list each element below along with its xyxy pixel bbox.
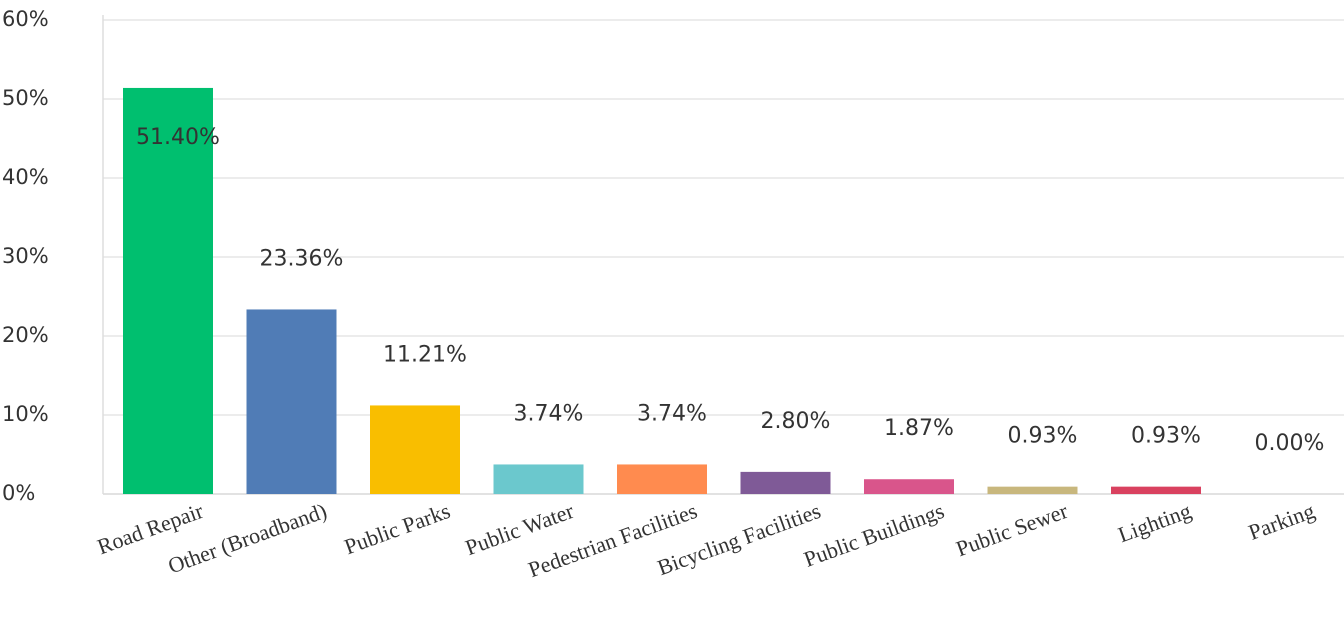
value-label: 0.93% — [1131, 424, 1201, 449]
value-label: 3.74% — [514, 401, 584, 426]
bar — [987, 486, 1078, 494]
bar — [370, 405, 460, 494]
bar — [123, 87, 213, 494]
x-tick-label: Parking — [1245, 498, 1318, 545]
bar — [617, 464, 707, 494]
value-label: 0.93% — [1008, 424, 1078, 449]
bar — [246, 309, 337, 494]
value-label: 2.80% — [761, 409, 831, 434]
y-tick-label: 50% — [2, 86, 49, 110]
bar — [1111, 486, 1201, 494]
value-label: 0.00% — [1255, 431, 1325, 456]
y-tick-label: 40% — [2, 165, 49, 189]
value-label: 1.87% — [884, 416, 954, 441]
bar — [740, 471, 831, 494]
x-tick-label: Lighting — [1115, 498, 1195, 547]
x-tick-label: Public Buildings — [800, 498, 947, 572]
value-label: 3.74% — [637, 401, 707, 426]
y-tick-label: 20% — [2, 323, 49, 347]
value-label: 23.36% — [260, 246, 344, 271]
y-tick-label: 0% — [2, 481, 35, 505]
bar — [864, 479, 954, 494]
value-label: 51.40% — [136, 125, 220, 150]
x-tick-label: Public Sewer — [953, 498, 1072, 562]
y-tick-label: 10% — [2, 402, 49, 426]
x-tick-label: Public Parks — [341, 498, 454, 559]
y-tick-label: 30% — [2, 244, 49, 268]
value-label: 11.21% — [383, 342, 467, 367]
bar — [493, 464, 584, 494]
y-tick-label: 60% — [2, 7, 49, 31]
